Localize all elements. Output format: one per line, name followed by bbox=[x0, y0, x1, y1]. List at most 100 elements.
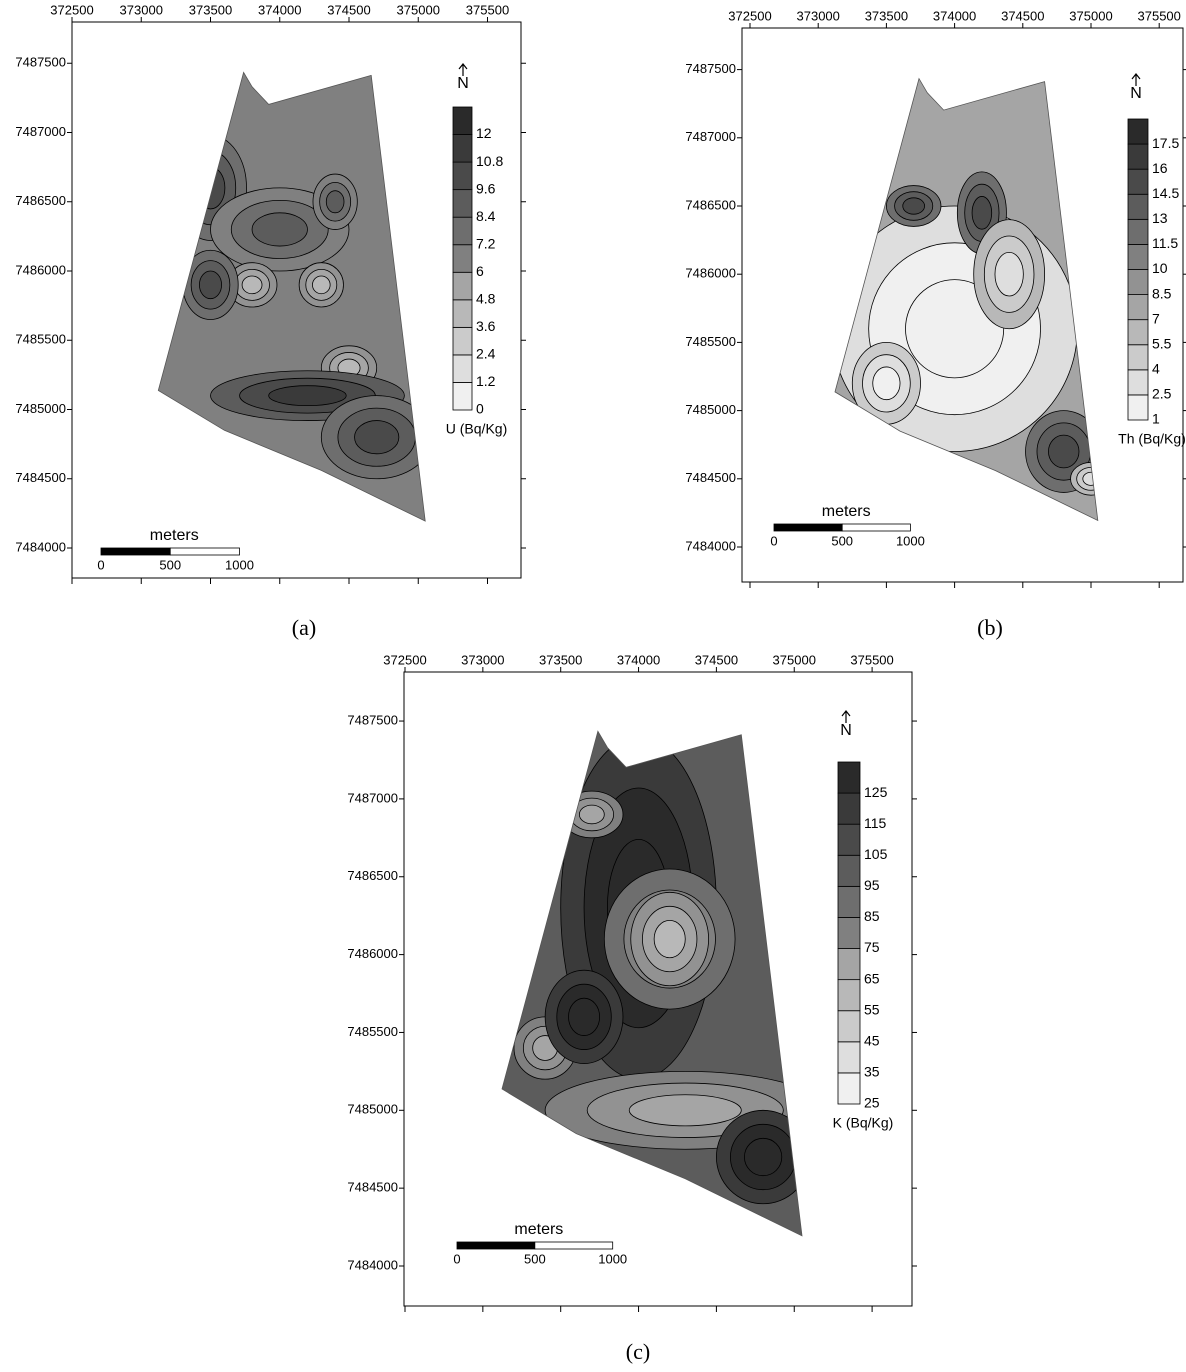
legend-swatch bbox=[838, 1042, 860, 1073]
legend-swatch bbox=[838, 980, 860, 1011]
scale-bar-white bbox=[535, 1242, 613, 1249]
legend-label: 1.2 bbox=[476, 373, 496, 389]
scale-bar-label: 0 bbox=[453, 1251, 460, 1266]
legend-label: 25 bbox=[864, 1095, 880, 1111]
legend-swatch bbox=[1128, 144, 1148, 169]
legend-swatch bbox=[1128, 169, 1148, 194]
legend-swatch bbox=[453, 300, 472, 328]
y-tick-label: 7486000 bbox=[347, 946, 398, 961]
legend-label: 75 bbox=[864, 939, 880, 955]
y-tick-label: 7486500 bbox=[685, 197, 736, 212]
legend-swatch bbox=[1128, 395, 1148, 420]
legend-label: 13 bbox=[1152, 210, 1168, 226]
scale-bar-label: 500 bbox=[159, 557, 181, 572]
contour-zone bbox=[242, 276, 262, 294]
contour-zone bbox=[579, 805, 604, 824]
legend-swatch bbox=[1128, 244, 1148, 269]
legend-label: 14.5 bbox=[1152, 185, 1179, 201]
north-label: N bbox=[1130, 85, 1142, 102]
x-tick-label: 374500 bbox=[695, 652, 738, 667]
contour-zone bbox=[199, 271, 221, 299]
legend-swatch bbox=[1128, 345, 1148, 370]
y-tick-label: 7484500 bbox=[347, 1180, 398, 1195]
contour-zone bbox=[269, 386, 347, 406]
scale-bar-black bbox=[774, 524, 842, 531]
y-tick-label: 7487500 bbox=[347, 712, 398, 727]
scale-bar-label: 0 bbox=[770, 533, 777, 548]
scale-bar-title: meters bbox=[822, 503, 871, 520]
y-tick-label: 7485500 bbox=[685, 334, 736, 349]
legend-swatch bbox=[453, 107, 472, 135]
legend-swatch bbox=[1128, 119, 1148, 144]
legend-label: 7.2 bbox=[476, 235, 496, 251]
legend-swatch bbox=[838, 886, 860, 917]
map-panel: 3725003730003735003740003745003750003755… bbox=[685, 8, 1186, 640]
scale-bar-label: 1000 bbox=[896, 533, 925, 548]
x-tick-label: 374500 bbox=[327, 2, 370, 17]
contour-zone bbox=[312, 276, 330, 294]
legend-label: 8.4 bbox=[476, 208, 496, 224]
contour-zone bbox=[654, 920, 685, 957]
panel-caption: (c) bbox=[626, 1339, 650, 1364]
legend-swatch bbox=[838, 917, 860, 948]
x-tick-label: 372500 bbox=[728, 8, 771, 23]
map-panel: 372500 373000 373500 374000 374500 375000 3755… bbox=[347, 652, 917, 1364]
north-arrow bbox=[1132, 74, 1140, 86]
legend-label: 2.4 bbox=[476, 346, 496, 362]
legend-swatch bbox=[1128, 219, 1148, 244]
x-tick-label: 375000 bbox=[773, 652, 816, 667]
legend-swatch bbox=[453, 272, 472, 300]
legend-swatch bbox=[453, 245, 472, 273]
x-tick-label: 372500 bbox=[383, 652, 426, 667]
legend-swatch bbox=[1128, 270, 1148, 295]
legend-label: 55 bbox=[864, 1001, 880, 1017]
legend-swatch bbox=[453, 217, 472, 245]
x-tick-label: 374500 bbox=[1001, 8, 1044, 23]
x-tick-label: 375500 bbox=[466, 2, 509, 17]
legend-swatch bbox=[1128, 295, 1148, 320]
contour-zone bbox=[326, 191, 344, 213]
legend-label: 2.5 bbox=[1152, 386, 1172, 402]
scale-bar-title: meters bbox=[514, 1221, 563, 1238]
legend-swatch bbox=[1128, 320, 1148, 345]
x-tick-label: 374000 bbox=[258, 2, 301, 17]
x-tick-label: 375500 bbox=[850, 652, 893, 667]
contour-zone bbox=[995, 252, 1023, 296]
x-tick-label: 374000 bbox=[617, 652, 660, 667]
legend-label: 12 bbox=[476, 125, 492, 141]
x-tick-label: 373000 bbox=[120, 2, 163, 17]
y-tick-label: 7487500 bbox=[685, 61, 736, 76]
legend-label: 10 bbox=[1152, 260, 1168, 276]
scale-bar-label: 500 bbox=[524, 1251, 546, 1266]
y-tick-label: 7487000 bbox=[15, 124, 66, 139]
legend-swatch bbox=[1128, 194, 1148, 219]
x-tick-label: 373500 bbox=[539, 652, 582, 667]
contour-map bbox=[502, 731, 825, 1236]
legend-swatch bbox=[838, 762, 860, 793]
legend-label: 4.8 bbox=[476, 291, 496, 307]
y-tick-label: 7485000 bbox=[347, 1102, 398, 1117]
y-tick-label: 7487000 bbox=[685, 129, 736, 144]
x-tick-label: 375500 bbox=[1138, 8, 1181, 23]
legend-label: 17.5 bbox=[1152, 135, 1179, 151]
contour-zone bbox=[1048, 435, 1079, 468]
scale-bar-title: meters bbox=[150, 527, 199, 544]
legend-swatch bbox=[453, 327, 472, 355]
panel-caption: (a) bbox=[292, 615, 316, 640]
scale-bar-black bbox=[101, 548, 170, 555]
legend-title: K (Bq/Kg) bbox=[833, 1115, 894, 1131]
scale-bar-black bbox=[457, 1242, 535, 1249]
legend-swatch bbox=[453, 382, 472, 410]
scale-bar-label: 1000 bbox=[598, 1251, 627, 1266]
legend-swatch bbox=[453, 135, 472, 163]
legend-label: 35 bbox=[864, 1064, 880, 1080]
legend-swatch bbox=[838, 855, 860, 886]
contour-zone bbox=[252, 213, 307, 246]
legend-swatch bbox=[838, 824, 860, 855]
x-tick-label: 373500 bbox=[865, 8, 908, 23]
y-tick-label: 7485000 bbox=[15, 401, 66, 416]
contour-zone bbox=[1107, 372, 1129, 394]
x-tick-label: 373000 bbox=[461, 652, 504, 667]
legend-label: 10.8 bbox=[476, 153, 503, 169]
